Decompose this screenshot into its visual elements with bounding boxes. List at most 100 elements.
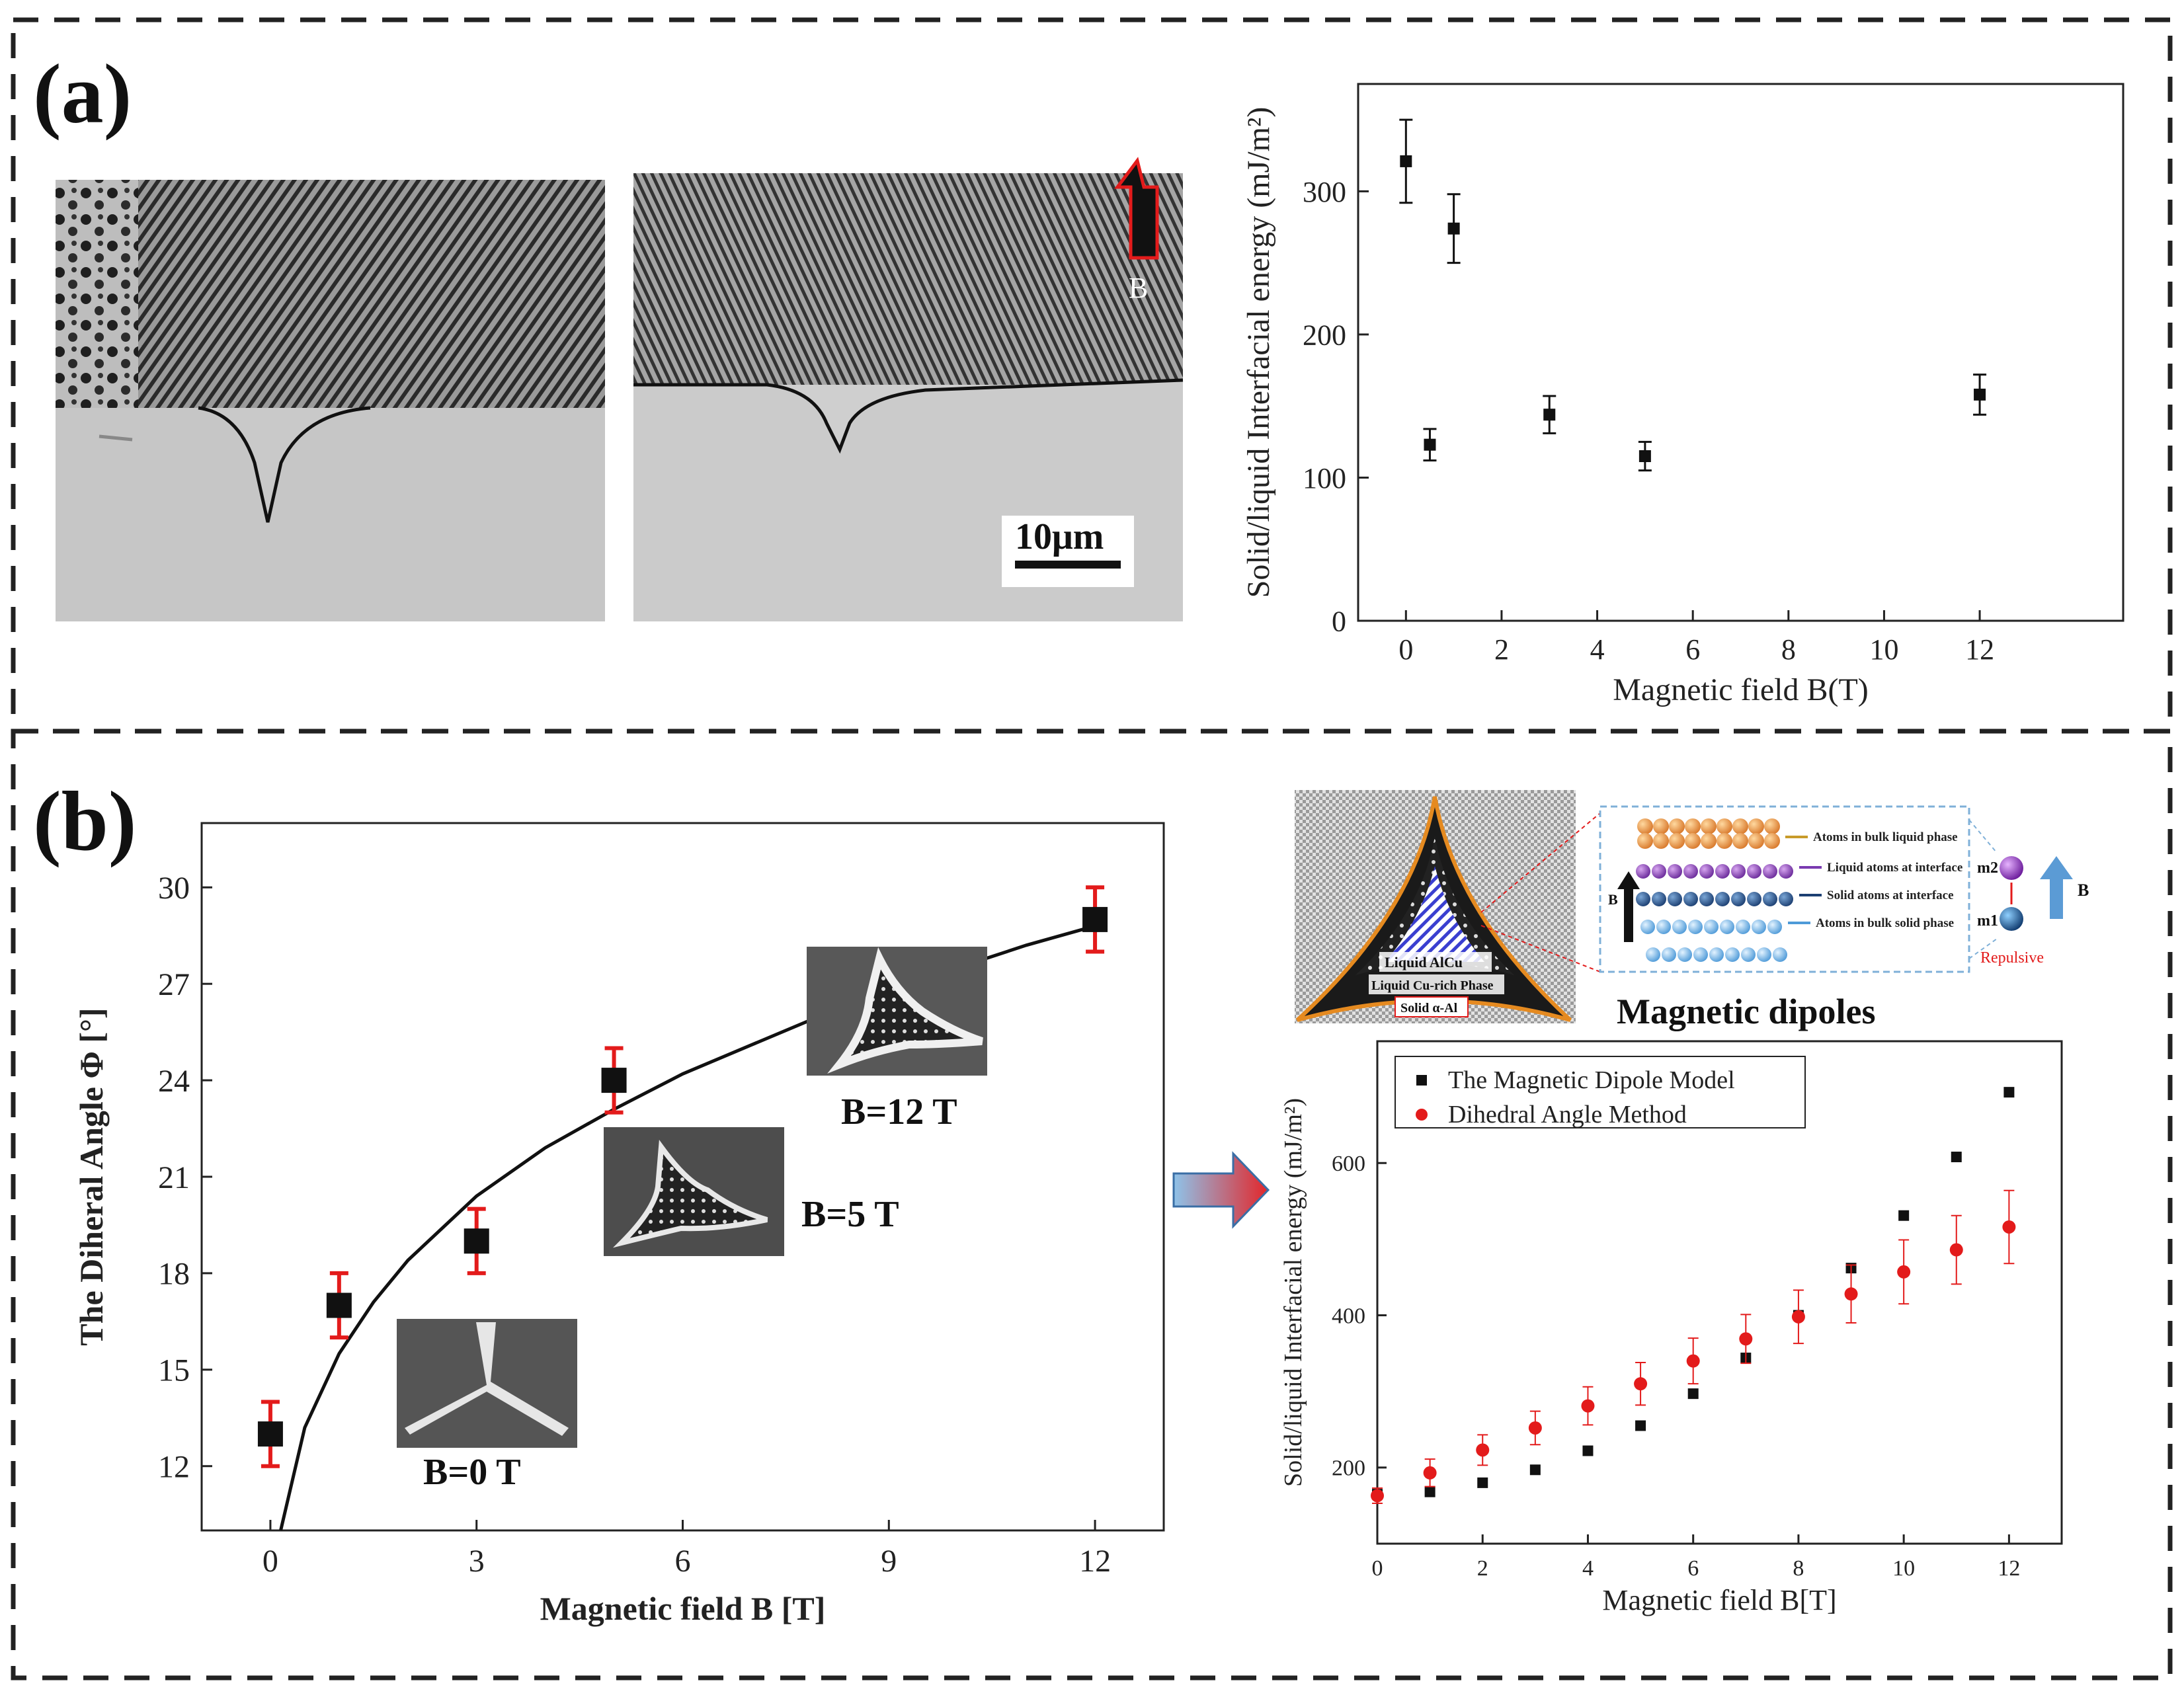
dipole-field-label: B (2078, 881, 2089, 900)
y-tick-label: 12 (158, 1450, 190, 1485)
x-tick-label: 9 (881, 1544, 897, 1579)
data-point (1949, 1243, 1963, 1257)
legend-label: The Magnetic Dipole Model (1448, 1066, 1735, 1094)
x-tick-label: 0 (263, 1544, 278, 1579)
atom-row-label: Atoms in bulk liquid phase (1813, 830, 1958, 844)
atom (1757, 947, 1771, 962)
atom (1747, 864, 1761, 879)
x-axis-label: Magnetic field B(T) (1613, 672, 1869, 707)
atom-row-label: Solid atoms at interface (1827, 889, 1954, 902)
x-tick-label: 0 (1372, 1556, 1383, 1581)
x-tick-label: 10 (1869, 633, 1898, 666)
data-point (257, 1421, 283, 1447)
schematic-atom-layers: Atoms in bulk liquid phase Liquid atoms a… (1599, 805, 1998, 973)
y-tick-label: 600 (1332, 1152, 1365, 1176)
atom (1715, 864, 1730, 879)
data-point (601, 1068, 627, 1093)
data-point (1423, 1466, 1437, 1480)
magnetic-dipoles-title: Magnetic dipoles (1617, 992, 1875, 1031)
inset-micrograph-b0: B=0 T (397, 1319, 577, 1493)
data-point (1082, 906, 1108, 932)
atom (1732, 818, 1748, 834)
atom (1637, 833, 1653, 849)
y-tick-label: 27 (158, 967, 190, 1002)
plot-frame (1376, 1040, 2063, 1545)
x-tick-label: 4 (1582, 1556, 1594, 1581)
atom (1763, 892, 1777, 906)
atom (1636, 864, 1650, 879)
atom (1747, 892, 1761, 906)
y-axis-label: Solid/liquid Interfacial energy (mJ/m²) (1241, 107, 1276, 598)
transition-arrow-icon (1172, 1151, 1270, 1229)
data-point (1476, 1443, 1490, 1457)
inset-micrograph-b5: B=5 T (604, 1127, 899, 1256)
region-label-liquid-cu-rich: Liquid Cu-rich Phase (1371, 978, 1494, 993)
y-tick-label: 200 (1332, 1456, 1365, 1481)
atom (1668, 864, 1682, 879)
x-tick-label: 6 (675, 1544, 691, 1579)
data-point (1424, 438, 1436, 451)
atom (1752, 920, 1766, 934)
atom (1779, 892, 1793, 906)
atom (1717, 818, 1732, 834)
atom (1748, 833, 1764, 849)
data-point (1371, 1489, 1384, 1503)
atom-row-label: Liquid atoms at interface (1827, 861, 1962, 875)
atom (1653, 818, 1669, 834)
chart-b-model-comparison: 0 2 4 6 8 10 12 200 400 600 Magnetic field B[T] Sol… (1279, 1040, 2063, 1616)
data-point (1739, 1332, 1753, 1346)
data-point (1447, 222, 1460, 235)
atom (1763, 864, 1777, 879)
y-tick-label: 15 (158, 1353, 190, 1388)
atom (1715, 892, 1730, 906)
data-point (2002, 1220, 2016, 1234)
atom (1709, 947, 1724, 962)
inset-micrograph-b12: B=12 T (807, 947, 987, 1132)
legend-marker (1416, 1075, 1427, 1086)
schematic-triple-junction: Liquid AlCu Liquid Cu-rich Phase Solid α… (1295, 790, 1601, 1023)
panel-a-label: (a) (33, 47, 132, 141)
panel-b-frame (11, 729, 2173, 1681)
field-arrow-icon (1114, 157, 1159, 260)
micrograph-a-left (56, 180, 605, 621)
data-point (1634, 1377, 1648, 1391)
chart-a-interfacial-energy: 0 2 4 6 8 10 12 0 100 200 300 Magnetic field B(T) So… (1241, 83, 2124, 707)
atom-row-label: Atoms in bulk solid phase (1816, 916, 1954, 930)
atom (1669, 833, 1685, 849)
inset-label-b5: B=5 T (801, 1194, 899, 1235)
x-tick-label: 12 (1079, 1544, 1111, 1579)
dipole-pair: m2 m1 B Repulsive (1977, 856, 2089, 967)
atom (1678, 947, 1692, 962)
x-tick-label: 0 (1398, 633, 1413, 666)
data-point (1686, 1354, 1700, 1368)
atom (1701, 818, 1717, 834)
data-point (1529, 1464, 1541, 1476)
layer-field-arrow-icon (1617, 871, 1640, 942)
x-tick-label: 8 (1781, 633, 1796, 666)
legend-box (1395, 1056, 1806, 1128)
x-tick-label: 10 (1892, 1556, 1915, 1581)
data-point (1635, 1420, 1646, 1431)
data-point (1951, 1152, 1962, 1163)
chart-b-dihedral-angle: 0 3 6 9 12 12 15 18 21 24 27 30 Magnetic field B [T]… (73, 822, 1165, 1627)
y-tick-label: 100 (1303, 462, 1346, 494)
atom (1699, 864, 1714, 879)
x-tick-label: 12 (1965, 633, 1994, 666)
atom (1701, 833, 1717, 849)
atom (1685, 818, 1701, 834)
plot-frame (1357, 83, 2124, 622)
legend-label: Dihedral Angle Method (1448, 1101, 1687, 1128)
data-point (1581, 1399, 1595, 1413)
atom (1688, 920, 1703, 934)
atom (1741, 947, 1756, 962)
y-tick-label: 400 (1332, 1304, 1365, 1328)
x-tick-label: 2 (1477, 1556, 1488, 1581)
atom (1683, 892, 1698, 906)
data-point (2003, 1087, 2015, 1098)
atom (1685, 833, 1701, 849)
dipole-field-arrow-icon (2040, 856, 2073, 919)
inset-label-b0: B=0 T (423, 1452, 521, 1493)
x-tick-label: 2 (1494, 633, 1509, 666)
y-tick-label: 200 (1303, 319, 1346, 351)
